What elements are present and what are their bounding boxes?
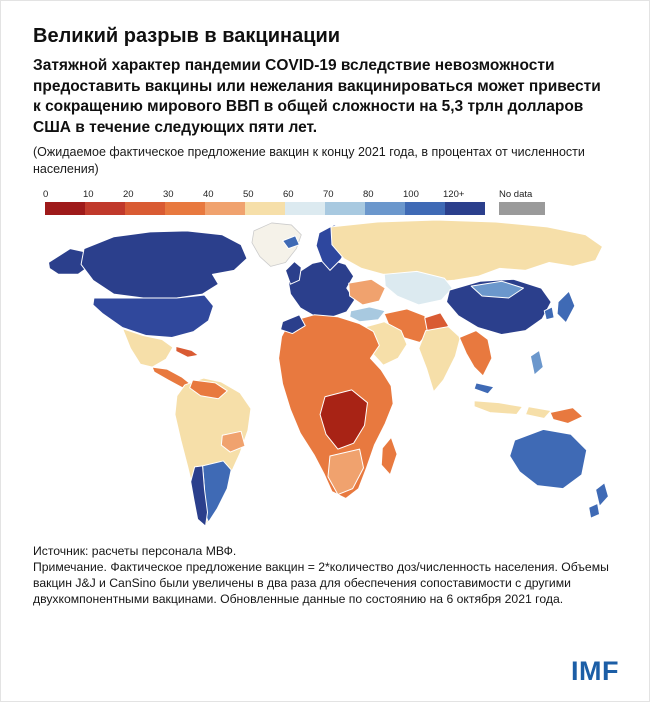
legend-tick-label: 100 — [403, 188, 419, 200]
region-papua-new-guinea — [549, 407, 584, 424]
legend-tick-label: 60 — [283, 188, 294, 200]
region-turkey — [349, 306, 386, 323]
footnotes: Источник: расчеты персонала МВФ. Примеча… — [33, 543, 615, 607]
legend-bin-9: 100 — [403, 188, 445, 215]
legend-tick-label: 10 — [83, 188, 94, 200]
region-japan — [556, 290, 576, 324]
region-uk — [285, 260, 302, 285]
region-morocco — [280, 314, 306, 334]
legend-swatch — [45, 201, 85, 215]
unit-note: (Ожидаемое фактическое предложение вакци… — [33, 145, 585, 176]
legend-tick-label: 80 — [363, 188, 374, 200]
legend-bin-10: 120+ — [443, 188, 485, 215]
legend-bin-0: 0 — [43, 188, 85, 215]
legend-bin-2: 20 — [123, 188, 165, 215]
region-chile — [190, 465, 208, 527]
region-southern-africa — [327, 448, 365, 495]
legend-tick-label: 0 — [43, 188, 49, 200]
legend-bin-7: 70 — [323, 188, 365, 215]
legend-swatch — [205, 201, 245, 215]
region-korea — [543, 306, 555, 321]
region-bolivia — [220, 430, 246, 453]
legend-swatch — [285, 201, 325, 215]
region-se-asia — [458, 330, 493, 377]
source-text: Источник: расчеты персонала МВФ. — [33, 543, 237, 558]
region-indonesia — [473, 400, 552, 419]
legend-no-data-label: No data — [499, 188, 533, 200]
imf-logo: IMF — [571, 656, 619, 686]
legend-bin-6: 60 — [283, 188, 325, 215]
legend-tick-label: 50 — [243, 188, 254, 200]
region-central-africa — [319, 389, 368, 450]
color-scale-legend: 0 10 20 30 40 50 60 70 — [43, 188, 617, 215]
region-central-asia — [383, 270, 453, 306]
legend-tick-label: 20 — [123, 188, 134, 200]
region-usa — [92, 294, 214, 338]
legend-tick-label: 30 — [163, 188, 174, 200]
region-venezuela — [189, 379, 228, 400]
legend-swatch — [245, 201, 285, 215]
region-eastern-europe — [348, 278, 386, 306]
region-india — [418, 326, 461, 393]
legend-bin-4: 40 — [203, 188, 245, 215]
region-iceland — [282, 235, 300, 250]
legend-tick-label: 120+ — [443, 188, 465, 200]
legend-swatch — [499, 201, 545, 215]
region-mongolia — [470, 280, 525, 299]
legend-swatch — [125, 201, 165, 215]
subtitle: Затяжной характер пандемии COVID-19 всле… — [33, 57, 601, 136]
legend-bin-5: 50 — [243, 188, 285, 215]
legend-swatch — [165, 201, 205, 215]
region-malaysia — [473, 382, 495, 395]
legend-swatch — [325, 201, 365, 215]
region-caribbean — [175, 345, 200, 358]
region-philippines — [529, 349, 544, 376]
region-mexico — [122, 328, 174, 368]
legend-swatch — [405, 201, 445, 215]
legend-swatch — [365, 201, 405, 215]
legend-tick-label: 40 — [203, 188, 214, 200]
region-greenland — [251, 222, 302, 267]
legend-bin-3: 30 — [163, 188, 205, 215]
page-title: Великий разрыв в вакцинации — [33, 25, 341, 47]
region-new-zealand — [588, 482, 609, 519]
legend-bin-8: 80 — [363, 188, 405, 215]
note-text: Примечание. Фактическое предложение вакц… — [33, 560, 609, 607]
legend-swatch — [85, 201, 125, 215]
legend-swatch — [445, 201, 485, 215]
legend-bin-1: 10 — [83, 188, 125, 215]
region-russia — [330, 219, 604, 283]
world-choropleth-map — [47, 219, 609, 527]
region-canada — [80, 230, 248, 299]
region-australia — [509, 428, 588, 490]
region-china — [445, 278, 552, 335]
legend-bin-no-data: No data — [499, 189, 545, 215]
region-madagascar — [380, 436, 398, 476]
legend-tick-label: 70 — [323, 188, 334, 200]
